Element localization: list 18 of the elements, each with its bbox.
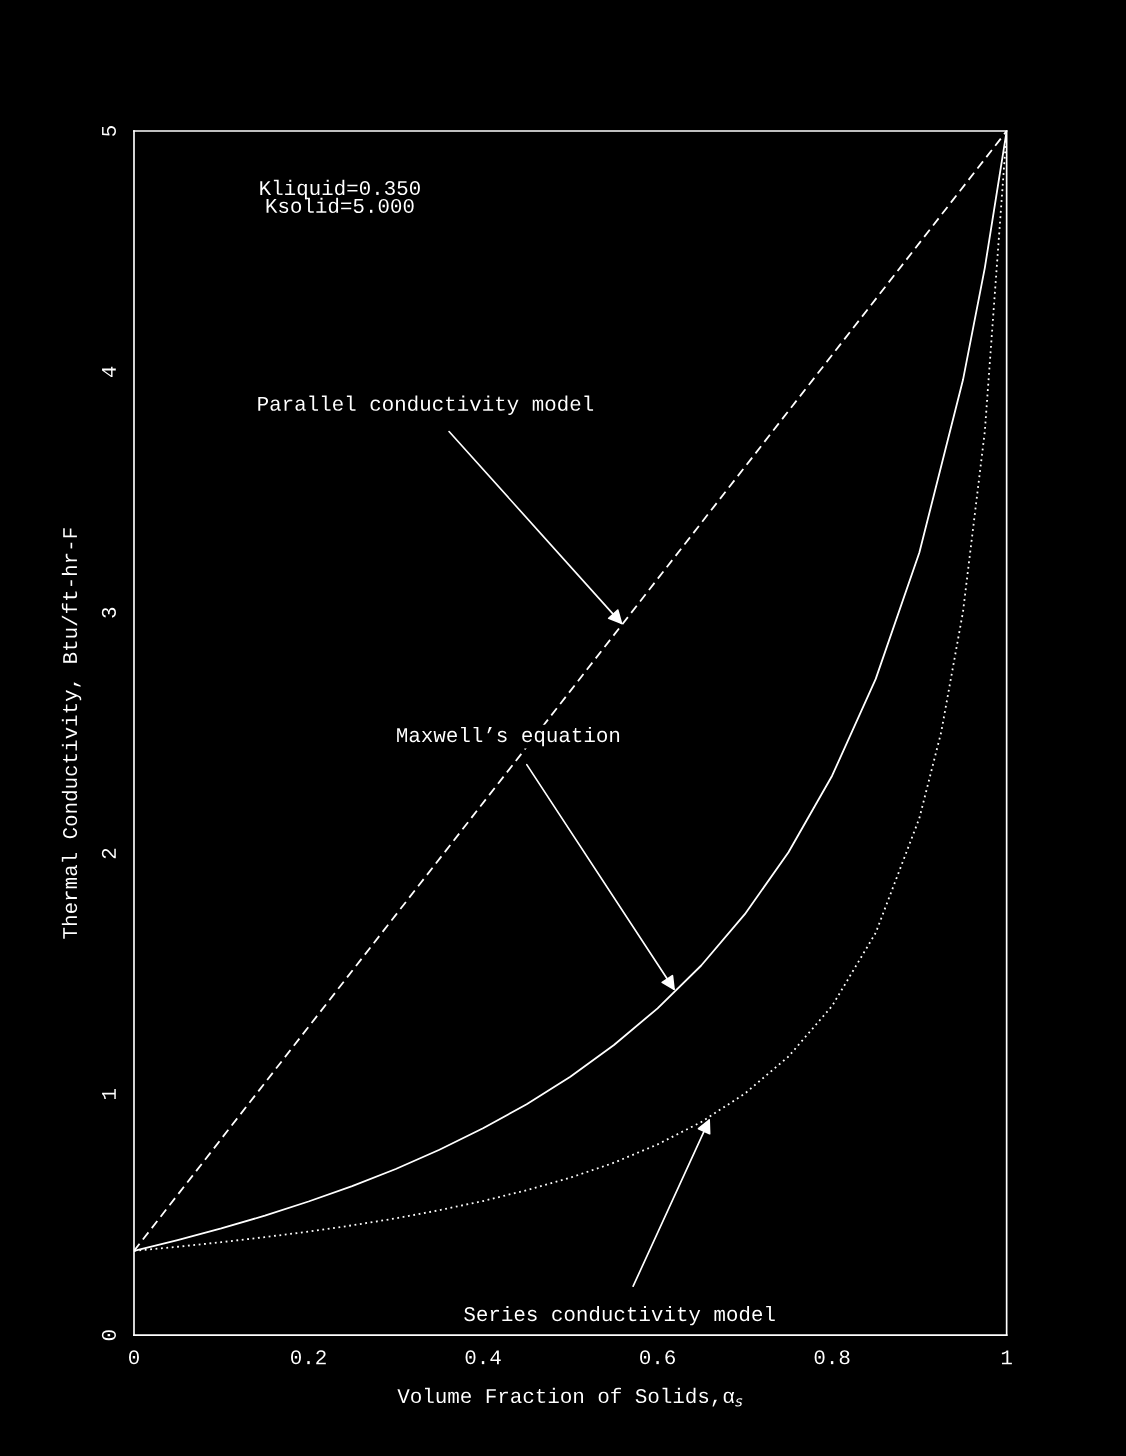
annotation: Parallel conductivity model xyxy=(258,395,594,415)
annotation: Kliquid=0.350 Ksolid=5.000 xyxy=(260,179,420,214)
x-tick-label: 1 xyxy=(1001,1350,1012,1365)
y-tick-label: 1 xyxy=(102,1089,116,1100)
x-tick-label: 0.8 xyxy=(814,1350,850,1365)
x-axis-title: Volume Fraction of Solids,α$_{s}$ xyxy=(397,1387,743,1407)
y-tick-label: 0 xyxy=(101,1330,116,1341)
x-tick-label: 0.2 xyxy=(291,1350,326,1365)
y-tick-label: 2 xyxy=(101,848,116,859)
y-tick-label: 4 xyxy=(102,366,116,378)
annotation: Maxwell’s equation xyxy=(397,726,620,747)
y-tick-label: 5 xyxy=(102,126,116,136)
y-axis-title: Thermal Conductivity, Btu/ft-hr-F xyxy=(61,528,82,939)
annotation: Series conductivity model xyxy=(464,1305,775,1326)
x-tick-label: 0 xyxy=(129,1350,139,1365)
x-tick-label: 0.6 xyxy=(640,1350,675,1365)
y-tick-label: 3 xyxy=(101,607,116,618)
x-tick-label: 0.4 xyxy=(465,1350,501,1365)
